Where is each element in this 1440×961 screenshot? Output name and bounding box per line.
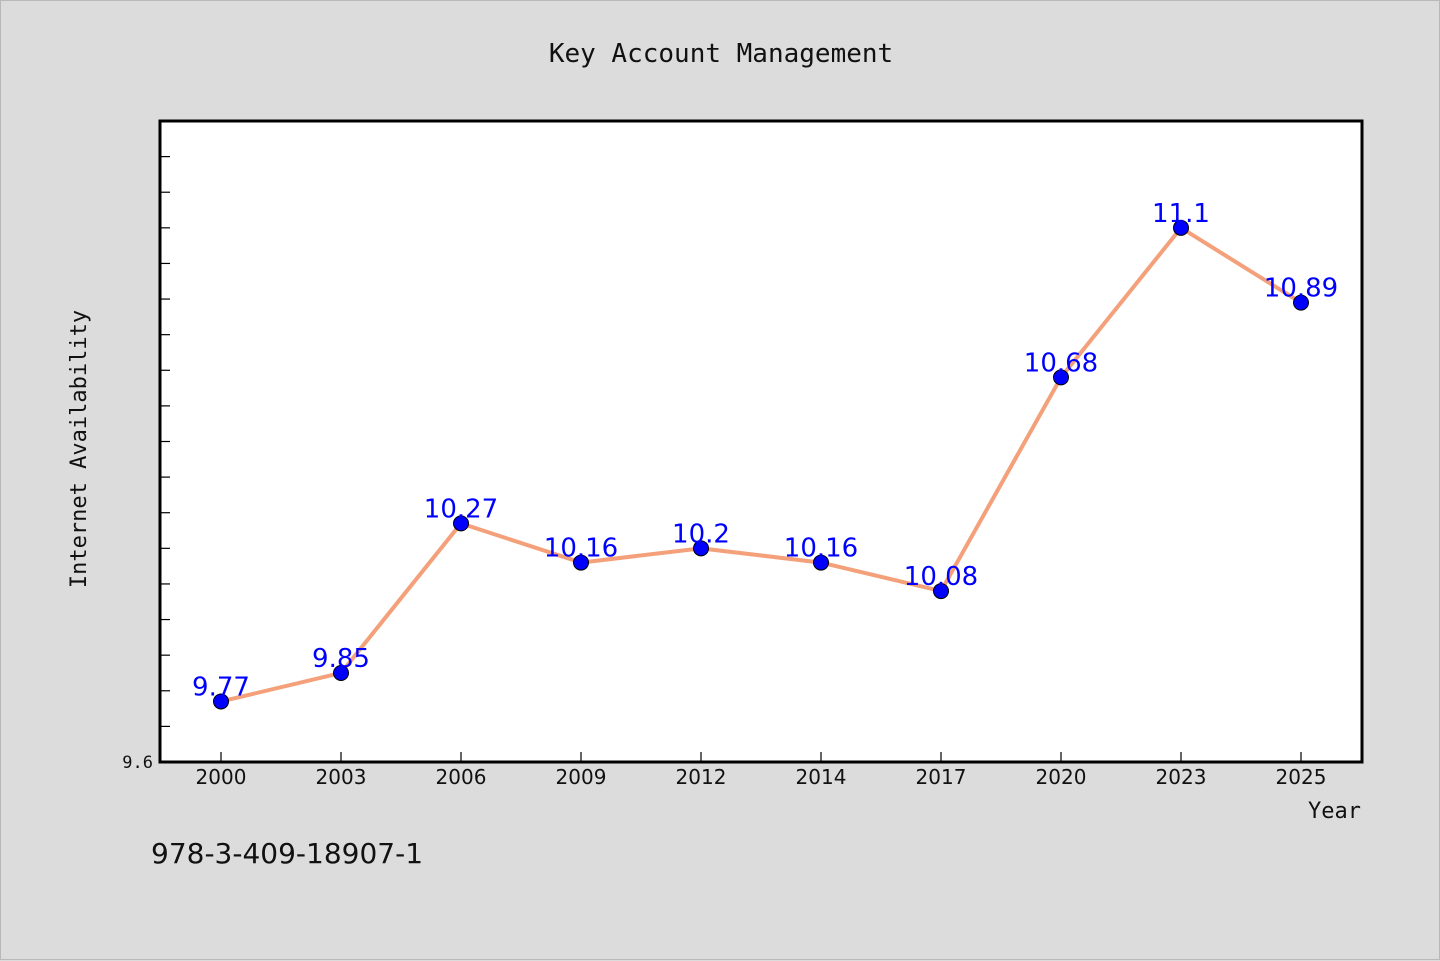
- series-markers: [213, 219, 1309, 710]
- data-point: [333, 664, 349, 681]
- y-tick-label: 9.6: [122, 753, 153, 773]
- x-tick-label: 2009: [556, 765, 607, 789]
- data-point: [213, 693, 229, 710]
- x-tick-label: 2014: [796, 765, 847, 789]
- data-point: [1173, 219, 1189, 236]
- data-label: 11.1: [1152, 199, 1210, 229]
- x-tick-label: 2003: [316, 765, 367, 789]
- x-axis-ticks: [220, 752, 1302, 762]
- data-point: [1053, 369, 1069, 386]
- data-label: 10.89: [1264, 274, 1338, 304]
- x-tick-label: 2012: [676, 765, 727, 789]
- data-label: 10.16: [544, 534, 618, 564]
- y-axis-tick-labels: 9.6: [122, 753, 153, 773]
- series-line: [219, 225, 1303, 704]
- isbn-text: 978-3-409-18907-1: [151, 837, 423, 870]
- data-point: [693, 540, 709, 557]
- data-labels: 9.77 9.85 10.27 10.16 10.2 10.16 10.08 10.68 11.…: [192, 199, 1338, 703]
- x-tick-label: 2017: [916, 765, 967, 789]
- data-point: [573, 554, 589, 571]
- x-tick-label: 2006: [436, 765, 487, 789]
- x-axis-tick-labels: 2000 2003 2006 2009 2012 2014 2017 2020 2023 2025: [196, 765, 1327, 789]
- data-label: 10.08: [904, 562, 978, 592]
- data-point: [1293, 294, 1309, 311]
- data-label: 10.27: [424, 494, 498, 524]
- chart-title: Key Account Management: [549, 39, 893, 69]
- x-tick-label: 2023: [1156, 765, 1207, 789]
- x-tick-label: 2020: [1036, 765, 1087, 789]
- y-axis-label: Internet Availability: [67, 310, 92, 588]
- data-label: 10.68: [1024, 348, 1098, 378]
- series-line-group: [219, 225, 1303, 704]
- y-axis-ticks: [160, 156, 170, 727]
- data-label: 10.2: [672, 519, 730, 549]
- data-point: [813, 554, 829, 571]
- plot-area: [158, 119, 1364, 764]
- x-tick-label: 2000: [196, 765, 247, 789]
- data-label: 9.85: [312, 644, 370, 674]
- x-axis-label: Year: [1308, 799, 1361, 824]
- data-point: [453, 515, 469, 532]
- x-tick-label: 2025: [1276, 765, 1327, 789]
- data-label: 10.16: [784, 534, 858, 564]
- data-point: [933, 583, 949, 600]
- data-label: 9.77: [192, 672, 250, 702]
